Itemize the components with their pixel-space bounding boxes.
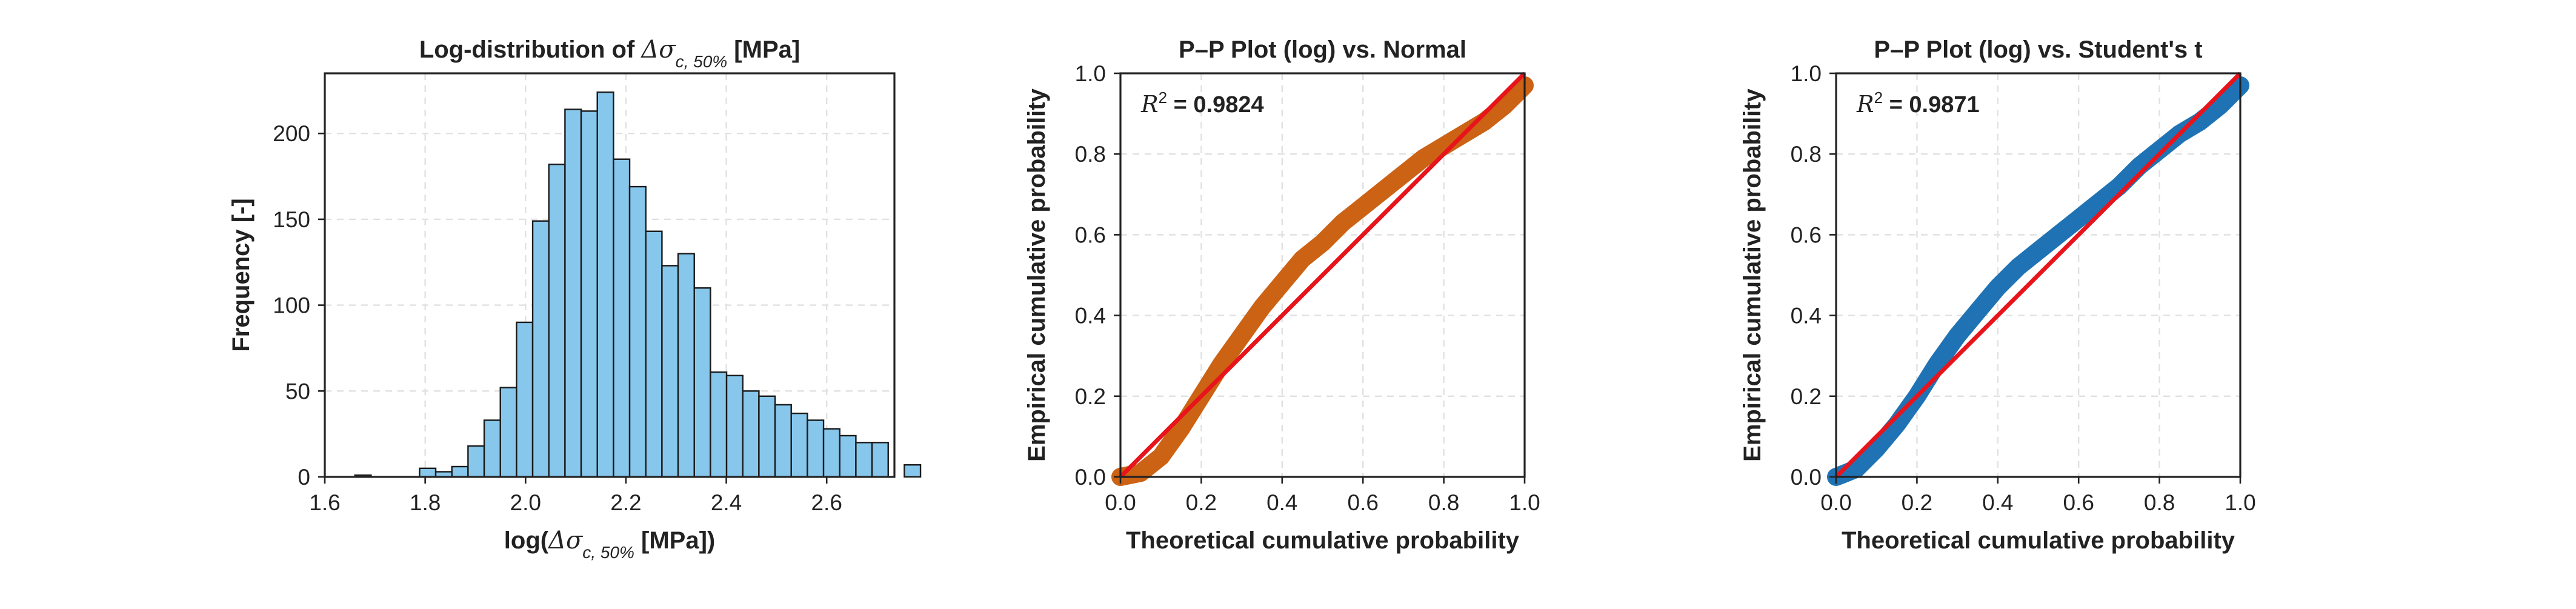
x-tick-label: 0.4 [1982,490,2013,515]
histogram-bar [548,164,566,478]
xlabel-suffix: [MPa]) [634,527,715,554]
chart-title: P–P Plot (log) vs. Normal [1179,36,1466,63]
title-text: Log-distribution of [419,36,642,63]
axes-frame [1835,72,2242,478]
x-axis-label: log(Δσc, 50% [MPa]) [504,527,715,562]
y-tick-label: 0.2 [1075,384,1106,409]
y-tick-label: 0.8 [1075,142,1106,167]
y-tick-label: 200 [273,121,310,146]
r-squared-annotation: R2 = 0.9871 [1856,88,1980,118]
histogram-bar [904,464,922,478]
r2-value: = 0.9824 [1167,92,1264,118]
x-tick-label: 0.8 [2144,490,2175,515]
histogram-bar [725,374,744,478]
x-tick-label: 0.6 [1347,490,1378,515]
r-squared-annotation: R2 = 0.9824 [1140,88,1264,118]
x-tick-label: 1.0 [1509,490,1540,515]
histogram-bar [596,91,614,478]
chart-panel-1: 1.6 1.8 2.0 2.2 2.4 2.6 0 50 100 150 200 Log-distri… [228,36,922,562]
histogram-bar [855,442,873,478]
x-tick-label: 0.0 [1820,490,1851,515]
title-suffix: [MPa] [727,36,800,63]
y-tick-label: 150 [273,207,310,232]
histogram-bar [758,395,776,478]
y-tick-label: 0.8 [1791,142,1822,167]
xlabel-subscript: c, 50% [582,543,634,562]
histogram-bar [451,465,469,478]
x-axis-label: Theoretical cumulative probability [1842,527,2235,554]
reference-line [1119,72,1526,479]
chart-title: Log-distribution of Δσc, 50% [MPa] [419,36,800,71]
x-tick-label: 1.6 [309,490,340,515]
x-axis-label: Theoretical cumulative probability [1126,527,1520,554]
y-tick-label: 100 [273,293,310,318]
y-tick-label: 0 [298,465,310,490]
r2-symbol: R [1856,91,1874,118]
x-tick-label: 2.6 [811,490,842,515]
reference-line [1834,72,2242,479]
chart-panel-3: R2 = 0.9871 0.0 0.2 0.4 0.6 0.8 1.0 0.0 0.2 0.4 0.… [1739,36,2256,554]
histogram-bar [628,185,647,478]
histogram-bar [677,253,695,478]
y-tick-label: 50 [285,379,310,404]
y-tick-label: 0.4 [1075,304,1106,328]
r2-superscript: 2 [1159,88,1167,107]
x-tick-label: 2.0 [510,490,541,515]
x-tick-label: 1.0 [2225,490,2255,515]
y-tick-label: 0.4 [1791,304,1822,328]
histogram-bar [645,230,663,478]
x-tick-label: 0.6 [2063,490,2094,515]
y-tick-label: 0.0 [1075,465,1106,490]
x-tick-label: 1.8 [410,490,441,515]
histogram-bar [774,404,792,478]
x-tick-label: 0.2 [1186,490,1217,515]
y-tick-label: 0.6 [1075,222,1106,247]
histogram-bar [822,428,840,478]
axes-frame [324,72,896,478]
histogram-bar [531,220,550,478]
histogram-bar [467,445,485,478]
histogram-bar [580,110,598,478]
title-subscript: c, 50% [676,52,728,71]
y-axis-label: Empirical cumulative probability [1739,88,1766,461]
r2-superscript: 2 [1874,88,1883,107]
histogram-bar [807,419,825,478]
histogram-bar [871,442,889,478]
y-tick-label: 1.0 [1075,61,1106,86]
y-axis-label: Frequency [-] [228,198,255,351]
x-tick-label: 0.2 [1902,490,1932,515]
histogram-bar [839,434,857,478]
xlabel-text: log( [504,527,549,554]
axes-frame [1119,72,1526,478]
y-tick-label: 0.0 [1791,465,1822,490]
histogram-bar [790,412,808,478]
x-tick-label: 0.8 [1428,490,1459,515]
histogram-bar [613,158,631,478]
histogram-bar [661,265,679,478]
xlabel-symbol: Δσ [547,527,584,554]
y-tick-label: 0.2 [1791,384,1822,409]
histogram-bar [483,419,501,478]
y-tick-label: 0.6 [1791,222,1822,247]
x-tick-label: 2.2 [610,490,641,515]
chart-panel-2: R2 = 0.9824 0.0 0.2 0.4 0.6 0.8 1.0 0.0 0.2 0.4 0.… [1023,36,1540,554]
histogram-bar [742,390,760,478]
title-symbol: Δσ [640,36,676,64]
histogram-bar [693,287,711,478]
histogram-bar [710,371,728,478]
r2-value: = 0.9871 [1883,92,1980,118]
histogram-bar [516,321,534,478]
histogram-bar [499,387,518,478]
y-axis-label: Empirical cumulative probability [1023,88,1050,461]
histogram-bar [564,108,582,478]
histogram-bar [419,467,437,478]
x-tick-label: 0.0 [1105,490,1136,515]
chart-title: P–P Plot (log) vs. Student's t [1874,36,2202,63]
y-tick-label: 1.0 [1791,61,1822,86]
x-tick-label: 0.4 [1266,490,1297,515]
r2-symbol: R [1140,91,1159,118]
x-tick-label: 2.4 [711,490,742,515]
